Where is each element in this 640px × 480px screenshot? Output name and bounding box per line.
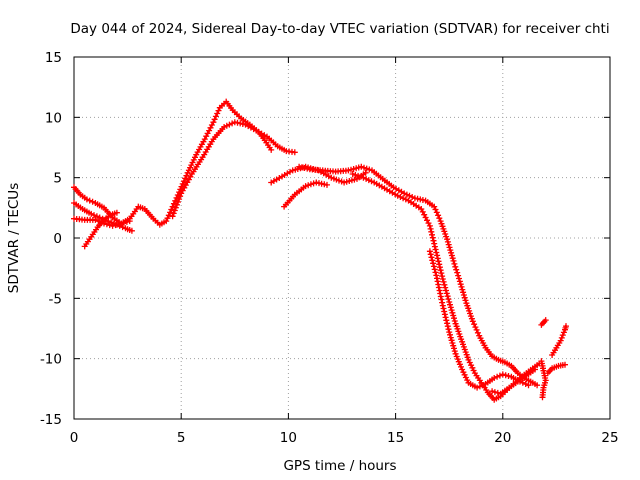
series-track-h [296, 163, 541, 389]
series-track-o [549, 323, 569, 358]
x-tick-label: 0 [70, 430, 79, 446]
data-point-markers [281, 179, 330, 210]
series-track-c [71, 215, 133, 229]
data-point-markers [549, 323, 569, 358]
grid [74, 57, 610, 419]
series-track-k [489, 366, 538, 397]
y-tick-label: -15 [40, 412, 62, 428]
data-point-markers [426, 248, 532, 391]
series-line [540, 319, 547, 326]
data-point-markers [169, 119, 298, 220]
x-tick-label: 20 [494, 430, 511, 446]
data-point-markers [71, 215, 133, 229]
y-tick-label: 5 [53, 171, 62, 187]
data-point-markers [538, 358, 549, 401]
x-axis-label: GPS time / hours [283, 458, 396, 474]
x-tick-label: 15 [387, 430, 404, 446]
x-tick-label: 10 [280, 430, 297, 446]
ticks [73, 56, 611, 420]
data-point-markers [544, 361, 568, 377]
series-track-a [71, 98, 275, 228]
series [71, 98, 569, 403]
series-track-n [544, 361, 568, 377]
data-point-markers [538, 317, 549, 328]
y-tick-label: 0 [53, 231, 62, 247]
series-track-j [426, 248, 532, 391]
y-tick-label: 10 [45, 110, 62, 126]
data-point-markers [71, 200, 135, 234]
series-track-e [169, 119, 298, 220]
y-axis-label: SDTVAR / TECUs [6, 183, 22, 293]
x-tick-label: 25 [601, 430, 618, 446]
data-point-markers [296, 163, 541, 389]
tick-labels: 0 5 10 15 20 25 -15 -10 -5 0 5 10 15 [40, 50, 619, 446]
y-tick-label: -5 [49, 291, 62, 307]
data-point-markers [71, 98, 275, 228]
series-track-g [281, 179, 330, 210]
series-track-d [81, 209, 120, 250]
series-track-b [71, 200, 135, 234]
y-tick-label: -10 [40, 352, 62, 368]
data-point-markers [489, 366, 538, 397]
series-track-l [538, 317, 549, 328]
chart-title: Day 044 of 2024, Sidereal Day-to-day VTE… [70, 21, 609, 37]
data-point-markers [81, 209, 120, 250]
y-tick-label: 15 [45, 50, 62, 66]
series-track-m [538, 358, 549, 401]
series-line [171, 121, 296, 218]
x-tick-label: 5 [177, 430, 186, 446]
